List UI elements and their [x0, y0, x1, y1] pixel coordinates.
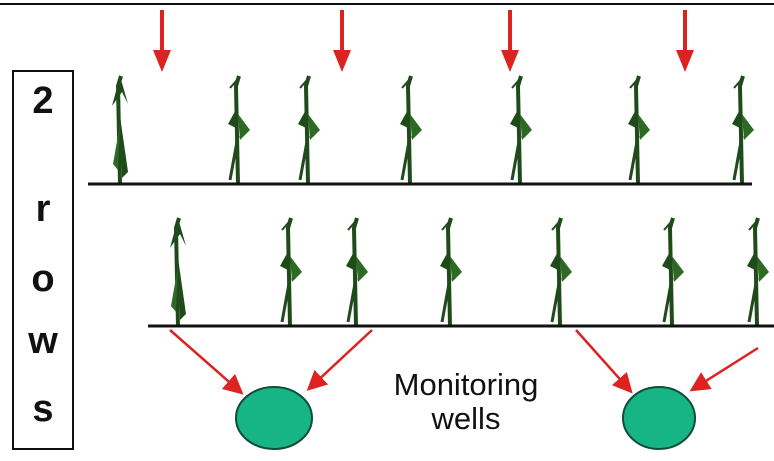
arrow-down-icon — [501, 10, 519, 72]
corn-plant-icon — [662, 217, 684, 327]
caption-line-1: Monitoring — [393, 367, 539, 402]
plant-row-2 — [170, 217, 769, 327]
corn-plant-icon — [510, 75, 532, 185]
arrow-icon — [575, 329, 633, 394]
monitoring-well-2 — [622, 386, 696, 450]
corn-plant-icon — [346, 217, 368, 327]
arrow-icon — [306, 329, 373, 391]
corn-plant-icon — [112, 75, 128, 185]
corn-plant-icon — [400, 75, 422, 185]
inflow-arrows — [153, 10, 694, 72]
flow-arrows — [169, 329, 759, 395]
corn-plant-icon — [732, 75, 754, 185]
corn-plant-icon — [228, 75, 250, 185]
arrow-icon — [689, 346, 759, 392]
monitoring-wells-caption: Monitoring wells — [346, 367, 586, 437]
corn-plant-icon — [550, 217, 572, 327]
arrow-down-icon — [676, 10, 694, 72]
corn-plant-icon — [280, 217, 302, 327]
plant-row-1 — [112, 75, 754, 185]
rows-label-char: r — [35, 188, 51, 230]
rows-label-char: s — [32, 388, 54, 430]
corn-plant-icon — [298, 75, 320, 185]
arrow-icon — [169, 329, 244, 395]
corn-plant-icon — [170, 217, 186, 327]
corn-plant-icon — [747, 217, 769, 327]
arrow-down-icon — [153, 10, 171, 72]
rows-label-char: o — [31, 258, 55, 300]
arrow-down-icon — [333, 10, 351, 72]
rows-label-char: 2 — [32, 80, 54, 122]
monitoring-well-1 — [235, 386, 313, 450]
rows-label-char: w — [28, 320, 58, 362]
corn-plant-icon — [628, 75, 650, 185]
corn-plant-icon — [440, 217, 462, 327]
caption-line-2: wells — [431, 401, 501, 437]
rows-label-box: 2 r o w s — [12, 70, 74, 450]
